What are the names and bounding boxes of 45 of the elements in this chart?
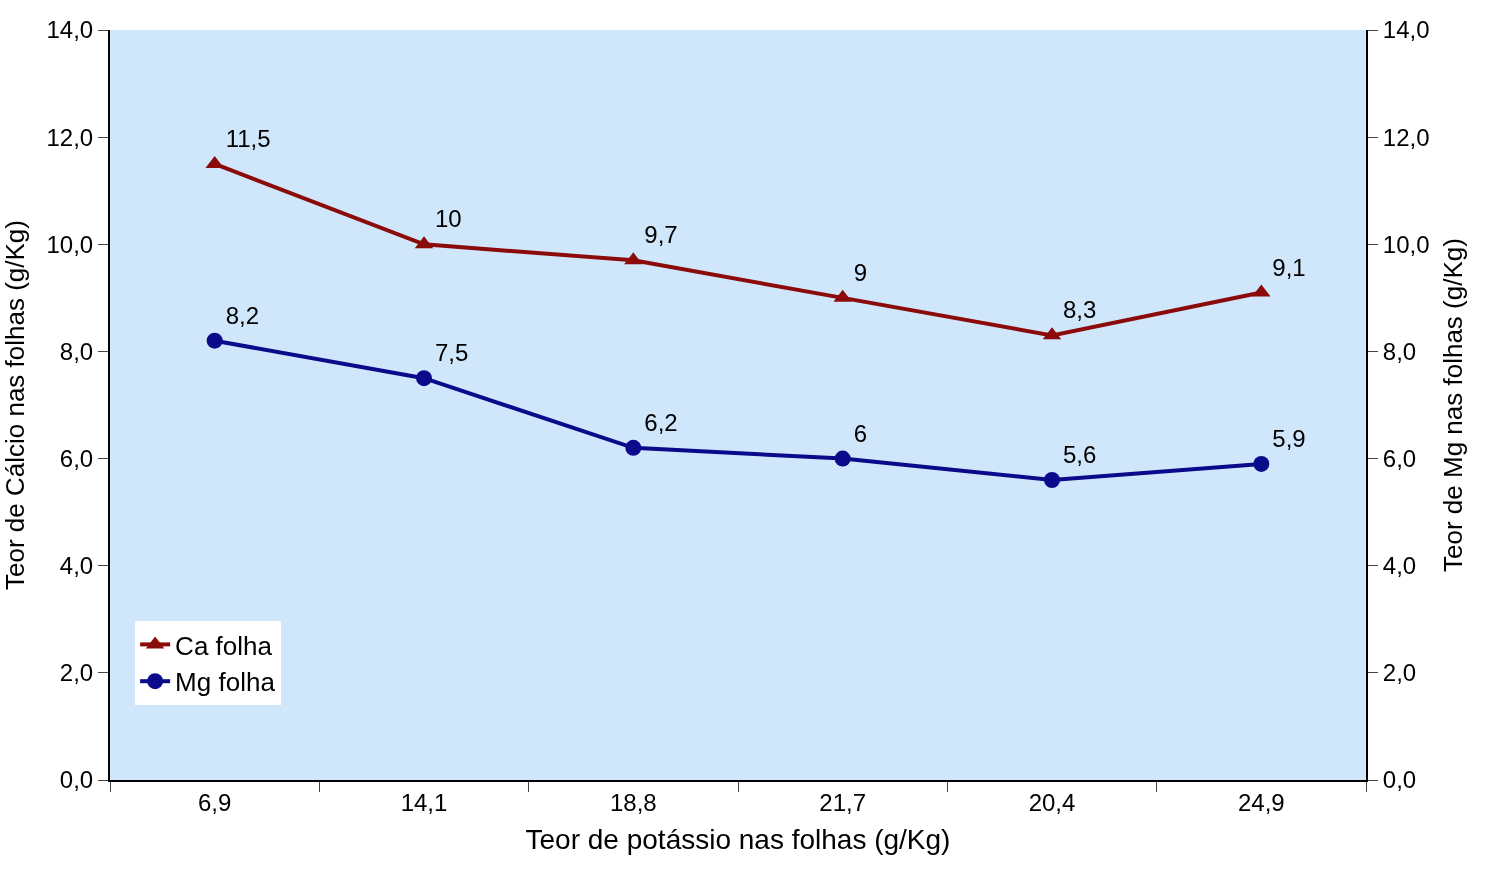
data-label: 6 — [853, 419, 868, 447]
y-tick-label: 2,0 — [59, 659, 94, 687]
data-label: 5,9 — [1272, 424, 1306, 452]
y-axis-title: Teor de Cálcio nas folhas (g/Kg) — [0, 220, 30, 590]
data-label: 10 — [435, 205, 462, 233]
data-label: 11,5 — [225, 124, 271, 152]
x-tick-label: 18,8 — [609, 788, 657, 816]
point — [206, 332, 223, 349]
data-label: 8,3 — [1063, 296, 1097, 324]
point — [416, 370, 432, 387]
y-tick-label: 4,0 — [59, 552, 94, 580]
y-tick-label: 10,0 — [46, 230, 94, 258]
x-axis-title: Teor de potássio nas folhas (g/Kg) — [525, 824, 951, 856]
y-tick-label: 14,0 — [46, 16, 94, 44]
data-label: 8,2 — [225, 301, 260, 329]
y2-tick-label: 10,0 — [1382, 230, 1430, 258]
data-label: 9,7 — [644, 221, 678, 249]
y2-tick-label: 0,0 — [1382, 766, 1417, 794]
y2-tick-label: 2,0 — [1382, 659, 1417, 687]
y2-tick-label: 12,0 — [1382, 123, 1430, 151]
data-label: 6,2 — [644, 408, 678, 436]
x-tick-label: 24,9 — [1237, 788, 1285, 816]
y-tick-label: 6,0 — [59, 444, 94, 472]
data-label: 7,5 — [435, 339, 469, 367]
x-tick-label: 14,1 — [400, 788, 448, 816]
y-tick-label: 12,0 — [46, 123, 94, 151]
data-label: 9 — [853, 258, 868, 286]
y2-axis-title: Teor de Mg nas folhas (g/Kg) — [1437, 238, 1468, 572]
point — [1044, 472, 1060, 488]
y2-tick-label: 14,0 — [1382, 16, 1430, 44]
y-tick-label: 0,0 — [59, 766, 94, 794]
data-label: 9,1 — [1272, 253, 1306, 281]
y2-tick-label: 4,0 — [1382, 552, 1417, 580]
x-tick-label: 21,7 — [819, 788, 867, 816]
legend-label: Mg folha — [175, 667, 276, 698]
x-tick-label: 20,4 — [1028, 788, 1076, 816]
y2-tick-label: 8,0 — [1382, 337, 1417, 365]
data-label: 5,6 — [1063, 441, 1097, 468]
y2-tick-label: 6,0 — [1382, 444, 1417, 472]
x-tick-label: 6,9 — [197, 788, 232, 816]
legend-label: Ca folha — [175, 630, 273, 661]
point — [1253, 455, 1270, 472]
point — [625, 439, 642, 456]
y-tick-label: 8,0 — [59, 337, 94, 365]
point — [834, 450, 851, 467]
